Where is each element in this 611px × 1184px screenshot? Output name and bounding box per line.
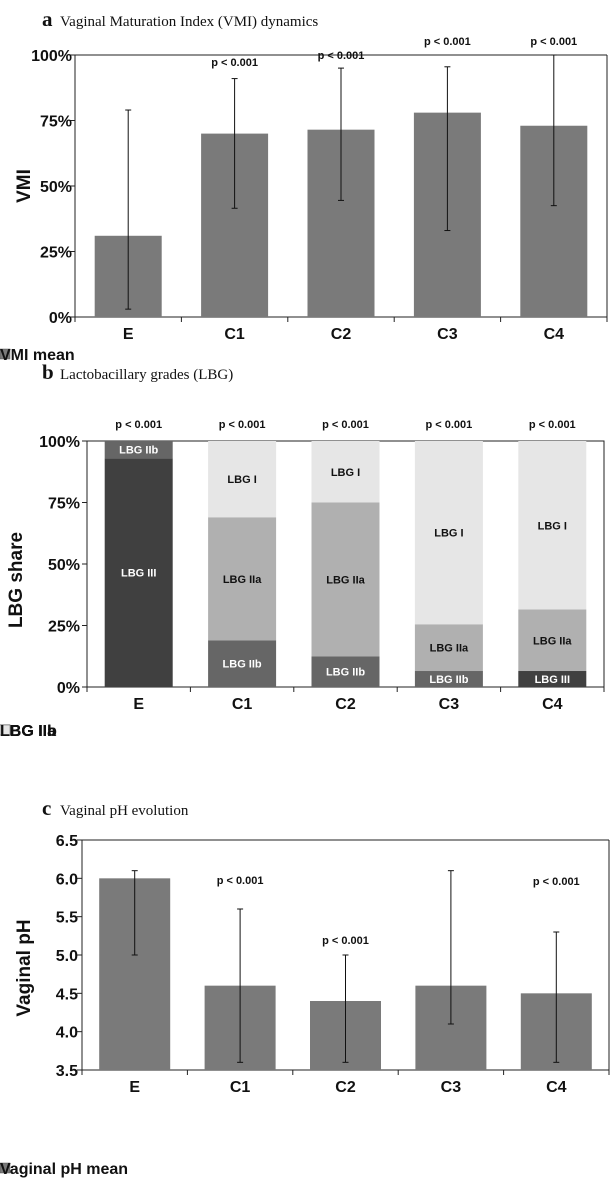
panel-a-title: Vaginal Maturation Index (VMI) dynamics	[60, 14, 318, 30]
y-tick-label: 4.5	[56, 986, 78, 1003]
x-category-label: E	[133, 696, 144, 713]
segment-label: LBG IIb	[223, 659, 262, 671]
p-value-label: p < 0.001	[217, 875, 264, 887]
y-tick-label: 50%	[40, 179, 72, 196]
stacked-bar-segment	[208, 517, 277, 641]
segment-label: LBG IIa	[223, 574, 262, 586]
segment-label: LBG IIa	[326, 574, 365, 586]
y-tick-label: 100%	[39, 434, 80, 451]
y-tick-label: 3.5	[56, 1063, 78, 1080]
segment-label: LBG I	[538, 520, 567, 532]
stacked-bar-segment	[104, 441, 173, 459]
x-category-label: C2	[331, 326, 352, 343]
x-category-label: E	[123, 326, 134, 343]
x-category-label: C1	[224, 326, 245, 343]
panel-b-letter: b	[42, 360, 54, 384]
x-category-label: C1	[230, 1079, 251, 1096]
x-category-label: C4	[544, 326, 565, 343]
y-tick-label: 5.5	[56, 910, 78, 927]
x-category-label: C4	[542, 696, 563, 713]
panel-c-title: Vaginal pH evolution	[60, 803, 189, 819]
y-tick-label: 75%	[40, 114, 72, 131]
legend-swatch	[0, 1162, 11, 1174]
stacked-bar-segment	[518, 609, 587, 672]
y-tick-label: 5.0	[56, 948, 78, 965]
y-tick-label: 25%	[40, 245, 72, 262]
x-category-label: C2	[335, 696, 356, 713]
y-tick-label: 4.0	[56, 1025, 78, 1042]
p-value-label: p < 0.001	[211, 57, 258, 69]
chart-c: 3.5 4.0 4.5 5.0 5.5 6.0 6.5 E C1 C2 C3 C4 p < 0.001 p…	[0, 833, 610, 1178]
p-value-label: p < 0.001	[115, 419, 162, 431]
p-value-label: p < 0.001	[318, 50, 365, 62]
legend-label: LBG I	[0, 723, 43, 740]
x-category-label: C3	[439, 696, 460, 713]
segment-label: LBG IIb	[119, 445, 158, 457]
panel-c-y-axis-label: Vaginal pH	[14, 919, 35, 1016]
p-value-label: p < 0.001	[322, 419, 369, 431]
stacked-bar-segment	[311, 441, 380, 503]
p-value-label: p < 0.001	[426, 419, 473, 431]
y-tick-label: 0%	[57, 680, 80, 697]
x-category-label: C3	[441, 1079, 462, 1096]
segment-label: LBG IIb	[429, 674, 468, 686]
segment-label: LBG III	[121, 568, 156, 580]
legend-label: VMI mean	[0, 347, 75, 364]
y-tick-label: 6.5	[56, 833, 78, 850]
p-value-label: p < 0.001	[322, 935, 369, 947]
stacked-bar-segment	[414, 441, 483, 625]
y-tick-label: 75%	[48, 496, 80, 513]
y-tick-label: 100%	[31, 48, 72, 65]
segment-label: LBG IIa	[533, 635, 572, 647]
stacked-bar-segment	[208, 441, 277, 518]
panel-b-y-axis-label: LBG share	[6, 532, 27, 628]
panel-c-letter: c	[42, 796, 51, 820]
p-value-label: p < 0.001	[530, 36, 577, 48]
x-category-label: E	[129, 1079, 140, 1096]
stacked-bar-segment	[518, 441, 587, 610]
x-category-label: C3	[437, 326, 458, 343]
legend-label: Vaginal pH mean	[0, 1161, 128, 1178]
legend: VMI mean	[0, 347, 75, 364]
p-value-label: p < 0.001	[424, 36, 471, 48]
stacked-bar-segment	[311, 502, 380, 657]
y-tick-label: 6.0	[56, 871, 78, 888]
legend-swatch	[0, 348, 11, 360]
segment-label: LBG I	[434, 528, 463, 540]
stacked-bar-segment	[104, 458, 173, 687]
y-tick-label: 0%	[49, 310, 72, 327]
segment-label: LBG I	[331, 467, 360, 479]
panel-b-title: Lactobacillary grades (LBG)	[60, 367, 233, 383]
x-category-label: C4	[546, 1079, 567, 1096]
stacked-bar-segment	[414, 624, 483, 672]
y-tick-label: 25%	[48, 619, 80, 636]
segment-label: LBG IIb	[326, 667, 365, 679]
stacked-bar-segment	[208, 640, 277, 687]
x-category-label: C2	[335, 1079, 356, 1096]
panel-a-y-axis-label: VMI	[14, 169, 35, 203]
legend-label: LBG IIa	[0, 723, 56, 740]
x-category-label: C1	[232, 696, 253, 713]
p-value-label: p < 0.001	[529, 419, 576, 431]
y-tick-label: 50%	[48, 557, 80, 574]
stacked-bar-segment	[311, 656, 380, 687]
legend-swatch	[0, 724, 11, 736]
segment-label: LBG III	[535, 674, 570, 686]
segment-label: LBG I	[227, 474, 256, 486]
stacked-bar-segment	[518, 671, 587, 687]
chart-a: 0% 25% 50% 75% 100% E C1 C2 C3 C4 p < 0.001 p < 0.0…	[0, 36, 608, 364]
legend: Vaginal pH mean	[0, 1161, 128, 1178]
p-value-label: p < 0.001	[219, 419, 266, 431]
legend-label: LBG IIb	[0, 723, 57, 740]
stacked-bar-segment	[414, 671, 483, 687]
segment-label: LBG IIa	[430, 643, 469, 655]
panel-a-letter: a	[42, 7, 53, 31]
legend-label: LBG III	[0, 723, 52, 740]
p-value-label: p < 0.001	[533, 876, 580, 888]
